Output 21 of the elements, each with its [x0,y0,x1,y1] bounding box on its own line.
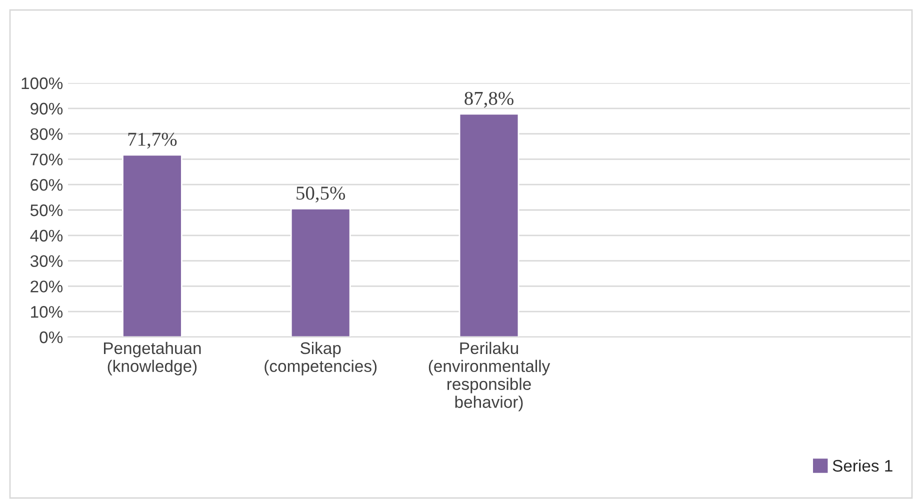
bar [290,208,351,337]
y-tick-label: 0% [40,331,63,344]
y-tick-label: 90% [30,102,63,115]
legend-label: Series 1 [832,459,892,472]
x-tick-label: Pengetahuan (knowledge) [104,342,201,376]
y-tick-label: 60% [30,179,63,191]
data-label: 50,5% [296,186,346,202]
data-label: 87,8% [464,92,514,108]
y-tick-label: 20% [30,280,63,292]
bar [458,113,520,337]
y-tick-label: 80% [30,128,63,140]
y-tick-label: 50% [30,204,63,216]
y-tick-label: 30% [30,255,63,268]
data-label: 71,7% [128,132,177,149]
y-tick-label: 40% [30,230,63,242]
x-tick-label: Sikap (competencies) [264,342,377,376]
x-tick-label: Perilaku (environmentally responsible behavior) [428,342,550,412]
y-tick-label: 10% [31,306,63,318]
y-tick-label: 100% [22,77,63,90]
y-tick-label: 70% [30,154,63,166]
bar [122,154,182,337]
